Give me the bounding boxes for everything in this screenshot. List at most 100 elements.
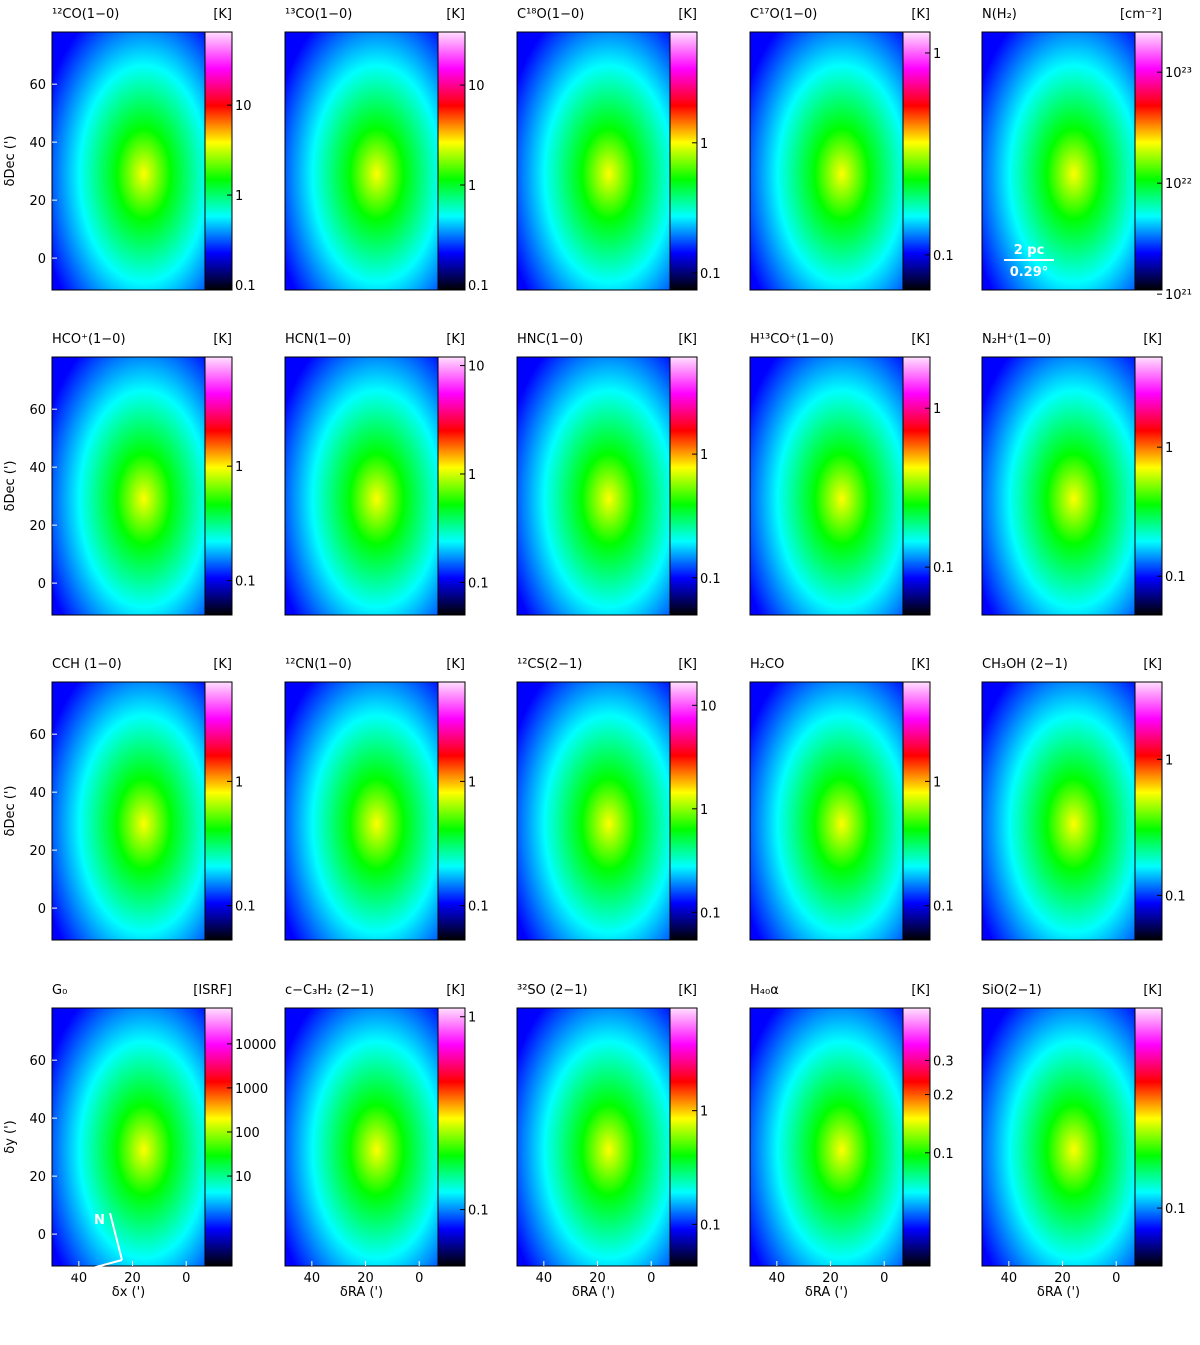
y-tick-label: 40 (29, 1112, 46, 1127)
colorbar-tick-label: 0.1 (933, 900, 954, 915)
colorbar-unit: [K] (678, 7, 697, 22)
colorbar (1134, 31, 1163, 291)
colorbar-unit: [K] (911, 657, 930, 672)
colorbar-tick-label: 1 (235, 189, 243, 204)
colorbar-unit: [K] (446, 7, 465, 22)
panel-title: ³²SO (2−1) (517, 983, 588, 998)
y-tick-label: 20 (29, 1170, 46, 1185)
colorbar-tick-label: 1 (700, 448, 708, 463)
colorbar-tick-label: 0.1 (468, 900, 489, 915)
colorbar-unit: [K] (911, 983, 930, 998)
colorbar (437, 356, 466, 616)
x-tick-label: 0 (647, 1271, 655, 1286)
x-tick-label: 40 (769, 1271, 786, 1286)
colorbar (204, 31, 233, 291)
colorbar-unit: [K] (446, 657, 465, 672)
x-tick-label: 20 (357, 1271, 374, 1286)
y-axis-label: δDec (') (3, 461, 18, 512)
colorbar-unit: [K] (911, 332, 930, 347)
panel-title: ¹²CN(1−0) (285, 657, 352, 672)
colorbar-tick-label: 10²³ (1165, 66, 1192, 81)
map-image (52, 1008, 205, 1266)
panel-title: CH₃OH (2−1) (982, 657, 1068, 672)
colorbar-tick-label: 0.1 (468, 1204, 489, 1219)
x-tick-label: 40 (304, 1271, 321, 1286)
map-image (285, 1008, 438, 1266)
colorbar-tick-label: 0.1 (235, 575, 256, 590)
colorbar-unit: [K] (446, 332, 465, 347)
panel-title: SiO(2−1) (982, 983, 1042, 998)
map-image (52, 357, 205, 615)
colorbar-tick-label: 0.2 (933, 1089, 954, 1104)
colorbar (669, 1007, 698, 1267)
colorbar-tick-label: 1 (468, 179, 476, 194)
colorbar-tick-label: 0.1 (700, 1218, 721, 1233)
colorbar-unit: [K] (1143, 657, 1162, 672)
colorbar-tick-label: 10 (468, 79, 485, 94)
y-tick-label: 20 (29, 844, 46, 859)
colorbar-unit: [ISRF] (193, 983, 232, 998)
colorbar (204, 681, 233, 941)
y-tick-label: 40 (29, 136, 46, 151)
map-image (982, 357, 1135, 615)
colorbar-tick-label: 10 (235, 99, 252, 114)
panel-title: ¹³CO(1−0) (285, 7, 352, 22)
colorbar-tick-label: 0.1 (933, 1147, 954, 1162)
colorbar-tick-label: 1 (468, 468, 476, 483)
map-image (750, 1008, 903, 1266)
colorbar-tick-label: 10 (235, 1170, 252, 1185)
x-tick-label: 0 (1112, 1271, 1120, 1286)
y-tick-label: 0 (38, 252, 46, 267)
y-axis-label: δDec (') (3, 786, 18, 837)
colorbar-unit: [K] (678, 657, 697, 672)
colorbar (902, 681, 931, 941)
panel-title: HCO⁺(1−0) (52, 332, 126, 347)
colorbar-tick-label: 10000 (235, 1038, 276, 1053)
colorbar-tick-label: 1 (933, 402, 941, 417)
panel-title: H₄₀α (750, 983, 779, 998)
colorbar-tick-label: 100 (235, 1126, 260, 1141)
x-tick-label: 0 (415, 1271, 423, 1286)
map-image (982, 1008, 1135, 1266)
colorbar-tick-label: 10 (468, 360, 485, 375)
panel-title: ¹²CO(1−0) (52, 7, 119, 22)
colorbar-tick-label: 1 (235, 775, 243, 790)
y-tick-label: 0 (38, 577, 46, 592)
colorbar-tick-label: 1 (1165, 441, 1173, 456)
colorbar-tick-label: 1 (700, 803, 708, 818)
colorbar-tick-label: 0.1 (933, 249, 954, 264)
y-tick-label: 60 (29, 78, 46, 93)
y-tick-label: 0 (38, 902, 46, 917)
compass-label: E (70, 1283, 79, 1298)
panel-title: HNC(1−0) (517, 332, 583, 347)
x-tick-label: 20 (589, 1271, 606, 1286)
map-image (285, 357, 438, 615)
colorbar (902, 31, 931, 291)
colorbar-unit: [K] (213, 657, 232, 672)
colorbar-tick-label: 0.1 (1165, 570, 1186, 585)
colorbar-unit: [K] (1143, 332, 1162, 347)
map-image (52, 32, 205, 290)
x-axis-label: δRA (') (805, 1285, 848, 1300)
map-image (517, 1008, 670, 1266)
colorbar-tick-label: 1 (700, 1105, 708, 1120)
colorbar-tick-label: 10²² (1165, 177, 1192, 192)
colorbar-tick-label: 1 (933, 47, 941, 62)
panel-title: H₂CO (750, 657, 784, 672)
y-axis-label: δDec (') (3, 136, 18, 187)
y-tick-label: 40 (29, 786, 46, 801)
y-axis-label: δy (') (3, 1120, 18, 1154)
y-tick-label: 60 (29, 728, 46, 743)
colorbar (669, 31, 698, 291)
compass-label: N (94, 1213, 105, 1228)
colorbar-unit: [K] (911, 7, 930, 22)
colorbar-tick-label: 1 (468, 775, 476, 790)
colorbar-tick-label: 1000 (235, 1082, 268, 1097)
map-image (982, 32, 1135, 290)
compass-arrow (109, 1212, 123, 1261)
panel-title: ¹²CS(2−1) (517, 657, 582, 672)
colorbar-unit: [K] (1143, 983, 1162, 998)
panel-title: N(H₂) (982, 7, 1017, 22)
map-image (517, 682, 670, 940)
